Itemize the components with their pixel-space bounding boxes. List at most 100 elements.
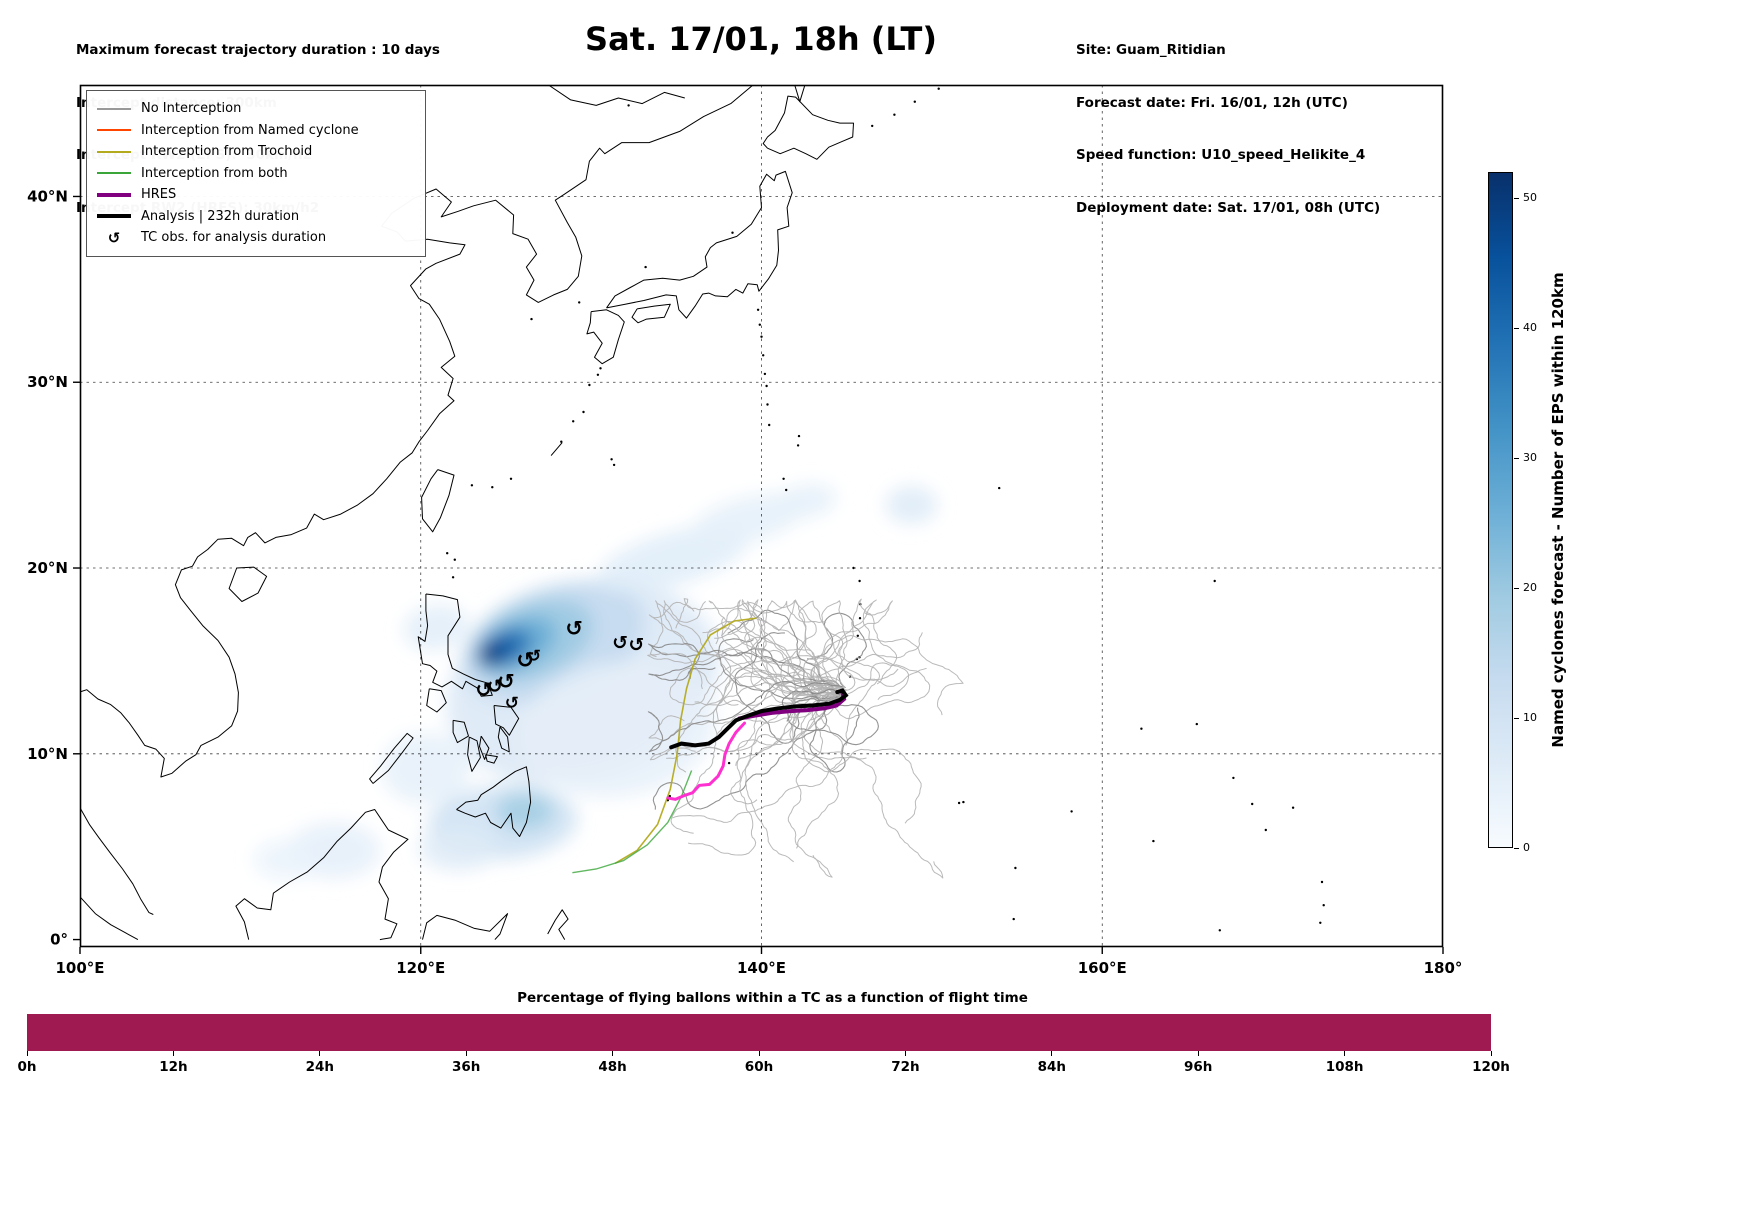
tc-obs-symbols: ↺↺↺↺↺↺↺ ↺↺	[475, 617, 644, 714]
colorbar-tick	[1514, 847, 1519, 849]
hres-south-track	[666, 721, 746, 801]
legend-row-named-cyclone: Interception from Named cyclone	[97, 120, 415, 142]
map-svg: ↺↺↺↺↺↺↺ ↺↺100°E 120°E 140°E 160°E 180°0°10°N2…	[27, 84, 1462, 977]
colorbar-tick-label: 30	[1523, 451, 1537, 464]
svg-text:10°N: 10°N	[27, 745, 68, 763]
density-layer	[253, 483, 938, 881]
legend-label: Interception from Trochoid	[141, 144, 313, 160]
legend-label: Analysis | 232h duration	[141, 208, 300, 224]
legend-label: Interception from both	[141, 165, 288, 181]
tc-obs-icon: ↺	[107, 228, 121, 247]
svg-text:↺: ↺	[612, 632, 628, 654]
map-plot: No Interception Interception from Named …	[27, 84, 1462, 977]
legend-row-both: Interception from both	[97, 163, 415, 185]
svg-text:↺: ↺	[497, 670, 515, 694]
svg-text:↺: ↺	[628, 634, 644, 656]
hres-track	[737, 690, 847, 721]
bottom-chart-title: Percentage of flying ballons within a TC…	[517, 990, 1028, 1006]
map-legend: No Interception Interception from Named …	[86, 90, 426, 257]
trochoid-line-sample	[97, 150, 131, 153]
bottom-tick	[612, 1051, 614, 1056]
analysis-line-sample	[97, 214, 131, 219]
legend-row-trochoid: Interception from Trochoid	[97, 141, 415, 163]
svg-text:↺: ↺	[487, 676, 503, 698]
bottom-tick	[1490, 1051, 1492, 1056]
svg-text:40°N: 40°N	[27, 187, 68, 205]
legend-label: TC obs. for analysis duration	[141, 230, 327, 246]
axis-tick-labels: 100°E 120°E 140°E 160°E 180° 0° 10°N 20°N 30°N 40…	[27, 187, 1462, 977]
bottom-axis-ticks: 0h 12h 24h 36h 48h 60h 72h 84h 96h 108h 120h	[17, 1051, 1510, 1081]
bottom-tick-label: 48h	[598, 1059, 627, 1075]
bottom-tick-label: 84h	[1037, 1059, 1066, 1075]
bottom-tick	[1051, 1051, 1053, 1056]
bottom-tick-label: 120h	[1472, 1059, 1510, 1075]
colorbar-ticks: 0 10 20 30 40 50	[1514, 172, 1574, 854]
trochoid-interception-line	[614, 617, 757, 865]
bottom-tick-label: 60h	[744, 1059, 774, 1075]
bottom-tick-label: 0h	[17, 1059, 37, 1075]
svg-text:0°: 0°	[50, 931, 68, 949]
legend-line	[97, 107, 131, 110]
svg-text:↺: ↺	[516, 649, 534, 674]
legend-line	[97, 129, 131, 132]
both-line-sample	[97, 172, 131, 175]
named-cyclone-line-sample	[97, 129, 131, 132]
legend-line	[97, 192, 131, 197]
colorbar	[1488, 172, 1513, 848]
svg-text:180°: 180°	[1424, 959, 1463, 977]
colorbar-tick	[1514, 327, 1519, 329]
bottom-tick-label: 108h	[1325, 1059, 1364, 1075]
bottom-tick	[26, 1051, 28, 1056]
legend-row-analysis: Analysis | 232h duration	[97, 206, 415, 228]
bottom-tick-label: 96h	[1183, 1059, 1213, 1075]
bottom-tick-label: 12h	[159, 1059, 188, 1075]
legend-label: No Interception	[141, 101, 242, 117]
colorbar-label: Named cyclones forecast - Number of EPS …	[1549, 272, 1567, 748]
svg-text:120°E: 120°E	[396, 959, 445, 977]
svg-text:140°E: 140°E	[737, 959, 786, 977]
figure-title: Sat. 17/01, 18h (LT)	[585, 20, 937, 58]
legend-row-no-interception: No Interception	[97, 98, 415, 120]
bottom-tick	[1344, 1051, 1346, 1056]
forecast-date-line: Forecast date: Fri. 16/01, 12h (UTC)	[1076, 94, 1348, 111]
svg-text:100°E: 100°E	[55, 959, 104, 977]
speed-function-line: Speed function: U10_speed_Helikite_4	[1076, 147, 1366, 163]
bottom-tick-label: 36h	[451, 1059, 481, 1075]
legend-line	[97, 172, 131, 175]
config-line-duration: Maximum forecast trajectory duration : 1…	[76, 42, 440, 58]
colorbar-tick-label: 50	[1523, 191, 1537, 204]
site-line: Site: Guam_Ritidian	[1076, 42, 1226, 58]
no-interception-line-sample	[97, 107, 131, 110]
legend-line	[97, 214, 131, 219]
colorbar-tick-label: 20	[1523, 581, 1537, 594]
tc-percentage-bar	[27, 1014, 1491, 1051]
site-info-block: Site: Guam_Ritidian Forecast date: Fri. …	[1076, 7, 1380, 252]
bottom-tick	[172, 1051, 174, 1056]
bottom-tick-label: 72h	[891, 1059, 920, 1075]
bottom-tick	[465, 1051, 467, 1056]
bottom-tick	[319, 1051, 321, 1056]
colorbar-tick	[1514, 197, 1519, 199]
deployment-date-line: Deployment date: Sat. 17/01, 08h (UTC)	[1076, 199, 1381, 216]
svg-text:↺: ↺	[505, 694, 519, 714]
colorbar-tick	[1514, 457, 1519, 459]
colorbar-tick-label: 40	[1523, 321, 1537, 334]
svg-text:↺: ↺	[527, 646, 541, 666]
bottom-tick-label: 24h	[305, 1059, 334, 1075]
bottom-tick	[758, 1051, 760, 1056]
hres-line-sample	[97, 192, 131, 197]
bottom-tick	[904, 1051, 906, 1056]
map-frame	[79, 84, 1444, 948]
analysis-track	[669, 688, 849, 750]
coastlines	[80, 85, 854, 941]
svg-text:30°N: 30°N	[27, 373, 68, 391]
axis-ticks	[73, 195, 1444, 954]
island-dots	[446, 87, 1325, 932]
colorbar-tick	[1514, 587, 1519, 589]
bottom-tick	[1197, 1051, 1199, 1056]
svg-text:↺: ↺	[475, 678, 492, 702]
legend-row-tc-obs: ↺ TC obs. for analysis duration	[97, 227, 415, 249]
legend-row-hres: HRES	[97, 184, 415, 206]
colorbar-tick-label: 10	[1523, 711, 1537, 724]
